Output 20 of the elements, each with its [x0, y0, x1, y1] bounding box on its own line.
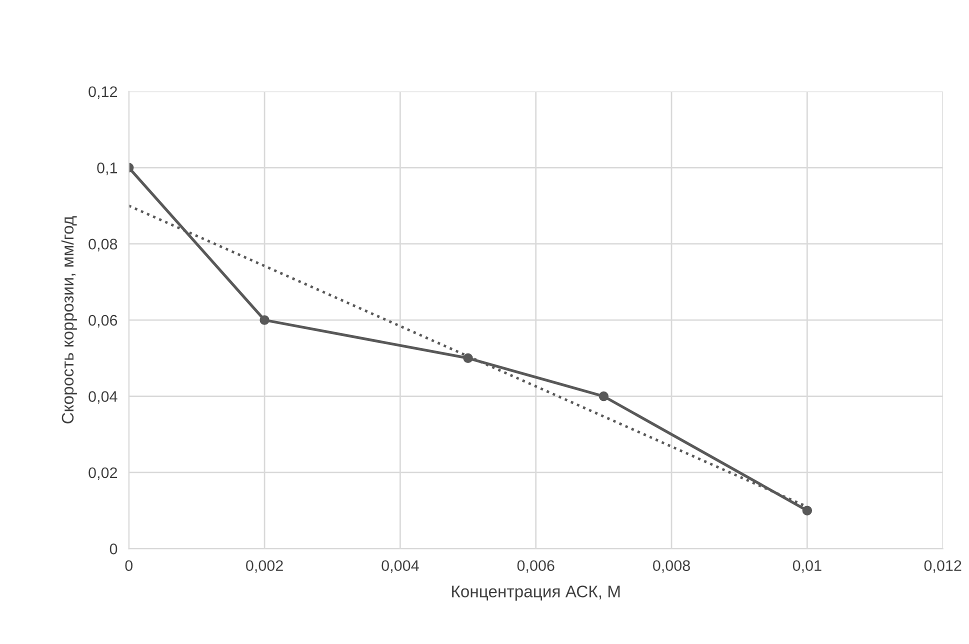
- x-tick-label: 0,006: [517, 560, 554, 573]
- y-axis-title: Скорость коррозии, мм/год: [61, 216, 77, 424]
- point: [463, 353, 473, 364]
- point: [260, 315, 270, 325]
- y-tick-label: 0,12: [88, 86, 117, 99]
- y-tick-label: 0,06: [88, 314, 118, 328]
- x-tick-label: 0,002: [246, 560, 283, 573]
- point: [598, 391, 609, 402]
- x-tick-label: 0,004: [382, 560, 419, 573]
- x-axis-title: Концентрация АСК, М: [452, 586, 620, 601]
- x-tick-label: 0,008: [653, 560, 690, 573]
- y-tick-label: 0,1: [97, 162, 118, 176]
- y-tick-label: 0,04: [88, 391, 118, 404]
- y-tick-label: 0,08: [88, 238, 118, 252]
- point: [802, 506, 812, 516]
- x-tick-label: 0,01: [792, 560, 822, 573]
- y-tick-label: 0: [110, 544, 118, 554]
- x-tick-label: 0: [125, 560, 133, 572]
- x-tick-label: 0,012: [924, 560, 962, 573]
- y-tick-label: 0,02: [88, 467, 117, 480]
